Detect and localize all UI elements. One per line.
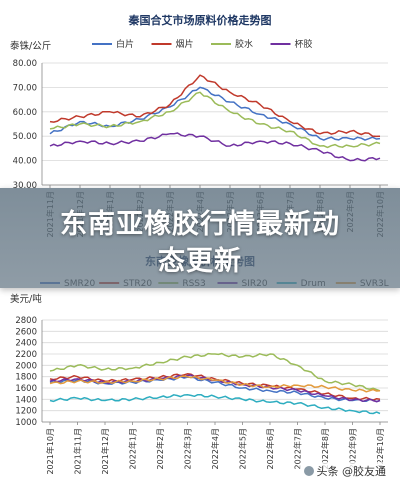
y-tick-label: 2200 xyxy=(15,350,37,360)
x-tick-label: 2022年4月 xyxy=(210,428,220,469)
y-tick-label: 40.00 xyxy=(13,157,37,167)
watermark-text: 头条 @胶友通 xyxy=(316,465,387,478)
series-line-STR20 xyxy=(49,373,381,401)
series-line-Drum xyxy=(49,393,381,415)
y-tick-label: 1200 xyxy=(15,407,37,417)
y-tick-label: 2800 xyxy=(15,316,37,326)
watermark: 头条 @胶友通 xyxy=(299,462,390,480)
chart-title: 秦国合艾市场原料价格走势图 xyxy=(128,13,272,27)
y-tick-label: 80.00 xyxy=(13,59,37,69)
x-tick-label: 2022年9月 xyxy=(348,428,358,469)
legend-label-杯胶: 杯胶 xyxy=(295,38,313,50)
series-line-SVR3L xyxy=(49,375,381,393)
y-tick-label: 70.00 xyxy=(13,83,37,93)
series-line-烟片 xyxy=(49,74,381,138)
y-axis-label: 泰铢/公斤 xyxy=(10,40,51,52)
y-tick-label: 1600 xyxy=(15,384,37,394)
y-tick-label: 50.00 xyxy=(13,132,37,142)
x-tick-label: 2022年7月 xyxy=(293,428,303,469)
series-line-白片 xyxy=(49,86,381,141)
headline-line-2: 态更新 xyxy=(158,246,242,277)
y-tick-label: 2000 xyxy=(15,361,37,371)
x-tick-label: 2021年12月 xyxy=(100,428,110,475)
y-tick-label: 2400 xyxy=(15,339,37,349)
x-tick-label: 2021年10月 xyxy=(45,428,55,475)
legend-label-白片: 白片 xyxy=(116,38,134,50)
headline-banner xyxy=(0,188,400,288)
brand-icon xyxy=(303,466,314,476)
series-line-胶水 xyxy=(49,91,381,149)
y-tick-label: 30.00 xyxy=(13,181,37,191)
headline-line-1: 东南亚橡胶行情最新动 xyxy=(60,209,340,240)
y-tick-label: 1000 xyxy=(15,418,37,428)
series-line-杯胶 xyxy=(49,132,381,162)
x-tick-label: 2022年8月 xyxy=(320,428,330,469)
y-tick-label: 60.00 xyxy=(13,108,37,118)
y-tick-label: 1800 xyxy=(15,373,37,383)
headline: 东南亚橡胶行情最新动 态更新 xyxy=(0,206,400,280)
series-line-SMR20 xyxy=(49,375,381,403)
x-tick-label: 2022年3月 xyxy=(183,428,193,469)
x-tick-label: 2022年1月 xyxy=(128,428,138,469)
x-tick-label: 2022年10月 xyxy=(375,428,385,475)
legend-label-烟片: 烟片 xyxy=(176,38,194,50)
y-tick-label: 2600 xyxy=(15,327,37,337)
x-tick-label: 2022年5月 xyxy=(238,428,248,469)
x-tick-label: 2022年6月 xyxy=(265,428,275,469)
x-tick-label: 2021年11月 xyxy=(73,428,83,475)
series-line-RSS3 xyxy=(49,352,381,392)
y-axis-label: 美元/吨 xyxy=(10,293,42,305)
y-tick-label: 1400 xyxy=(15,395,37,405)
legend-label-胶水: 胶水 xyxy=(235,38,253,50)
x-tick-label: 2022年2月 xyxy=(155,428,165,469)
